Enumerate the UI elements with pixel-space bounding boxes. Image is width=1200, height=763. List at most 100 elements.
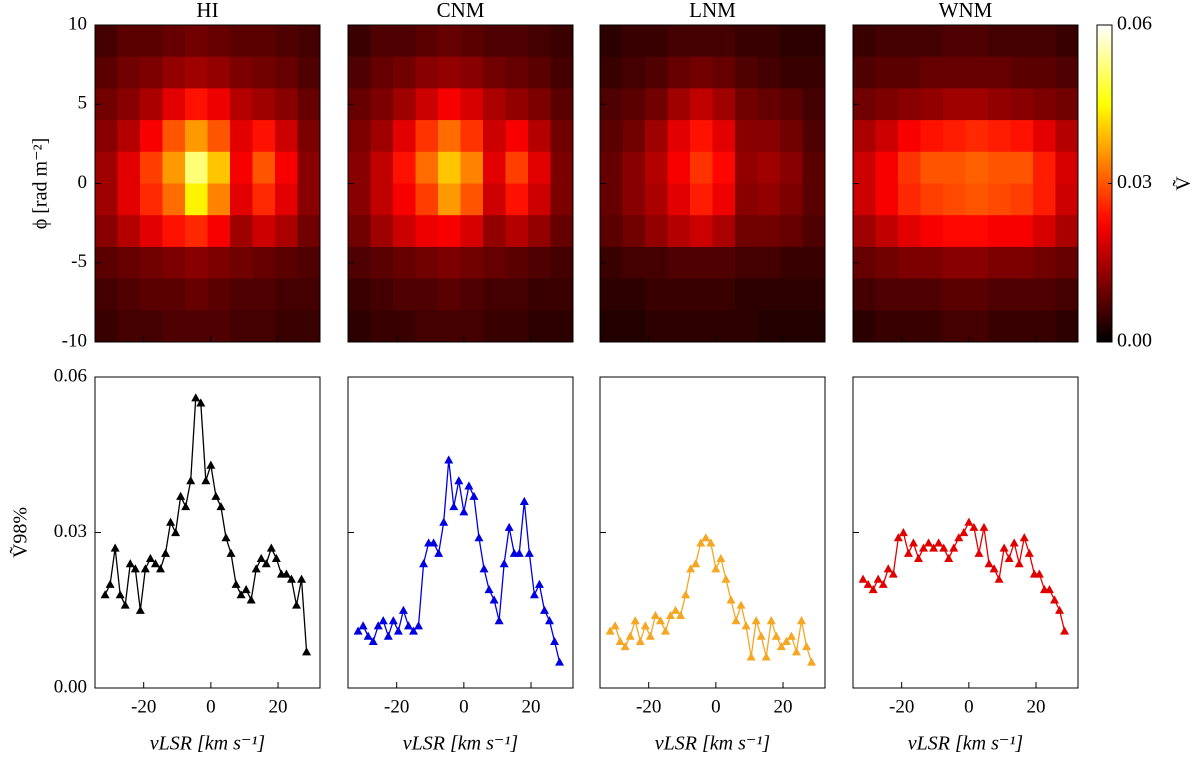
heatmap-cell: [780, 278, 803, 311]
heatmap-cell: [645, 25, 668, 58]
heatmap-cell: [95, 151, 118, 184]
heatmap-cell: [438, 310, 461, 343]
data-marker: [291, 600, 301, 609]
data-marker: [929, 543, 939, 552]
heatmap-cell: [207, 88, 231, 121]
data-marker: [171, 528, 181, 537]
heatmap-cell: [802, 120, 826, 153]
data-marker: [620, 642, 630, 651]
heatmap-cell: [988, 246, 1011, 280]
data-marker: [261, 559, 271, 568]
data-marker: [660, 626, 670, 635]
heatmap-cell: [898, 246, 921, 280]
heatmap-cell: [550, 88, 574, 121]
x-axis-label: vLSR [km s⁻¹]: [655, 733, 770, 755]
heatmap-cell: [117, 278, 141, 311]
heatmap-cell: [757, 120, 781, 153]
data-marker: [286, 574, 296, 583]
data-marker: [393, 626, 403, 635]
heatmap-cell: [483, 88, 506, 121]
data-marker: [191, 393, 201, 402]
heatmap-cell: [162, 25, 186, 58]
colorbar-tick-label: 0.03: [1117, 171, 1152, 193]
x-axis-label: vLSR [km s⁻¹]: [908, 733, 1023, 755]
heatmap-cell: [920, 88, 944, 121]
heatmap-cell: [622, 310, 646, 343]
heatmap-cell: [622, 215, 646, 248]
heatmap-cell: [95, 56, 118, 89]
data-marker: [196, 398, 206, 407]
heatmap-cell: [757, 56, 781, 89]
y-axis-label: ϕ [rad m⁻²]: [30, 138, 52, 230]
y-tick-label: -10: [62, 330, 87, 351]
data-marker: [166, 517, 176, 526]
heatmap-cell: [875, 310, 899, 343]
heatmap-cell: [943, 246, 966, 280]
data-marker: [145, 553, 155, 563]
data-marker: [989, 564, 999, 573]
heatmap-cell: [645, 246, 668, 280]
heatmap-cell: [460, 278, 484, 311]
heatmap-cell: [920, 56, 944, 89]
heatmap-cell: [140, 88, 163, 121]
data-marker: [645, 631, 655, 640]
heatmap-cell: [438, 215, 461, 248]
data-marker: [791, 647, 801, 656]
heatmap-cell: [943, 151, 966, 184]
heatmap-cell: [1010, 310, 1034, 343]
heatmap-cell: [550, 246, 574, 280]
heatmap-cell: [460, 246, 484, 280]
heatmap-cell: [393, 183, 416, 216]
data-marker: [964, 517, 974, 526]
heatmap-cell: [252, 56, 276, 89]
data-marker: [802, 642, 812, 651]
data-marker: [388, 616, 398, 625]
heatmap-cell: [1010, 278, 1034, 311]
x-tick-label: 0: [459, 696, 469, 717]
heatmap-cell: [185, 151, 208, 184]
heatmap-cell: [370, 183, 394, 216]
heatmap-cell: [757, 25, 781, 58]
heatmap-cell: [622, 278, 646, 311]
heatmap-cell: [370, 246, 394, 280]
heatmap-cell: [1033, 310, 1056, 343]
heatmap-cell: [853, 215, 876, 248]
heatmap-cell: [348, 246, 371, 280]
heatmap-cell: [95, 88, 118, 121]
data-marker: [610, 621, 620, 630]
heatmap-cell: [1010, 246, 1034, 280]
data-marker: [161, 548, 171, 557]
heatmap-cell: [483, 151, 506, 184]
heatmap-cell: [297, 25, 321, 58]
heatmap-cell: [438, 246, 461, 280]
heatmap-cell: [645, 310, 668, 343]
heatmap-cell: [920, 215, 944, 248]
data-marker: [686, 564, 696, 573]
data-marker: [1009, 538, 1019, 547]
heatmap-cell: [185, 246, 208, 280]
heatmap-cell: [185, 88, 208, 121]
x-tick-label: -20: [131, 696, 156, 717]
heatmap-cell: [1010, 56, 1034, 89]
data-marker: [130, 564, 140, 573]
heatmap-cell: [667, 215, 691, 248]
heatmap-cell: [875, 120, 899, 153]
heatmap-cell: [875, 215, 899, 248]
y-tick-label: 0.03: [54, 521, 87, 542]
heatmap-cell: [393, 88, 416, 121]
data-marker: [696, 538, 706, 547]
heatmap-cell: [117, 88, 141, 121]
heatmap-cell: [297, 183, 321, 216]
heatmap-cell: [712, 215, 736, 248]
heatmap-cell: [207, 246, 231, 280]
heatmap-cell: [275, 151, 298, 184]
heatmap-cell: [802, 25, 826, 58]
heatmap-cell: [965, 56, 989, 89]
heatmap-cell: [622, 183, 646, 216]
data-marker: [625, 631, 635, 640]
data-marker: [494, 616, 504, 625]
heatmap-cell: [898, 120, 921, 153]
heatmap-cell: [712, 151, 736, 184]
panel-title: LNM: [689, 0, 736, 22]
